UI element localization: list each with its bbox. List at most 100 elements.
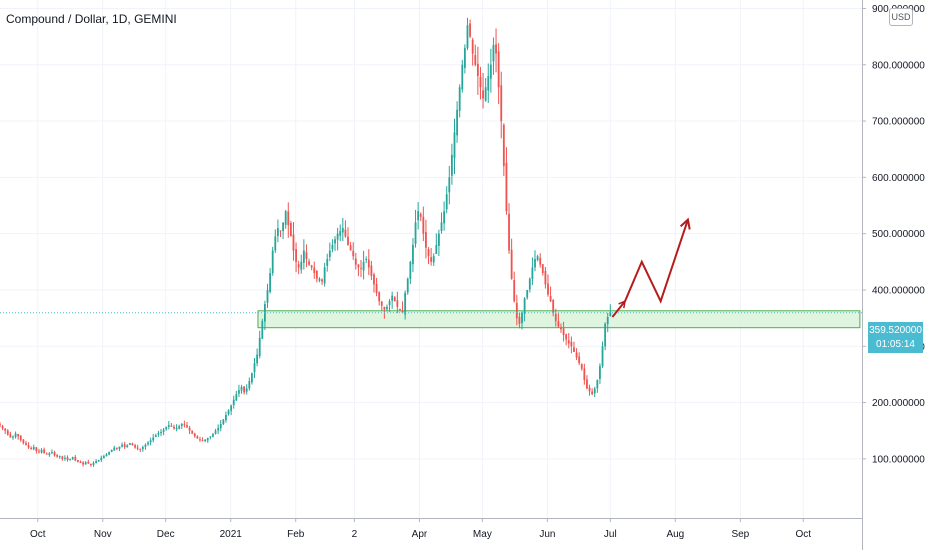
candle (206, 437, 209, 443)
candle-body (100, 457, 103, 460)
candle-body (51, 452, 53, 454)
candle-body (32, 447, 35, 450)
candle (43, 447, 46, 454)
last-price-tag: 359.520000 01:05:14 (868, 322, 923, 353)
candle (266, 283, 269, 308)
candle-body (573, 347, 575, 352)
candle (240, 384, 243, 394)
candle-body (274, 236, 277, 251)
candle-body (349, 245, 352, 251)
candle (144, 443, 147, 450)
projection-arrow-head (679, 217, 691, 230)
candle-body (438, 233, 440, 246)
candle-body (289, 223, 292, 237)
candle-body (334, 239, 336, 244)
candle (235, 390, 238, 401)
candle-body (251, 373, 253, 383)
candle-body (412, 244, 414, 265)
candle (445, 186, 448, 214)
candle (547, 274, 549, 297)
price-axis[interactable]: 100.000000200.000000300.000000400.000000… (862, 0, 925, 550)
candle-body (383, 306, 386, 310)
candle (419, 212, 422, 222)
candle (328, 242, 331, 262)
candle (258, 330, 261, 359)
candle (357, 264, 360, 277)
candle-body (183, 424, 186, 426)
candle (567, 332, 570, 349)
candle-body (331, 244, 334, 250)
candle (269, 268, 272, 294)
candle-body (121, 444, 123, 447)
candle (84, 461, 87, 465)
last-price-value: 359.520000 (869, 325, 922, 336)
candle-body (282, 222, 284, 232)
candle (565, 333, 568, 346)
candle (1, 424, 4, 431)
candle-body (38, 451, 40, 453)
candle (549, 286, 552, 303)
candle-body (370, 265, 373, 276)
candle-body (82, 462, 85, 465)
candle-body (212, 434, 214, 437)
candle-body (97, 460, 100, 462)
candle-body (445, 194, 448, 210)
candle (118, 446, 121, 452)
candle-body (570, 341, 573, 347)
candle (6, 429, 9, 436)
candle (412, 238, 414, 273)
candle (282, 222, 284, 240)
currency-button[interactable]: USD (889, 8, 913, 26)
candle-body (318, 278, 321, 281)
candle (134, 443, 136, 449)
candle-body (315, 270, 318, 279)
candle-body (261, 320, 264, 339)
candle-body (601, 346, 604, 367)
candle-body (305, 252, 308, 259)
candle (414, 209, 417, 248)
candle-body (40, 449, 43, 453)
candle-body (575, 352, 578, 358)
candle (162, 427, 165, 436)
candle (167, 421, 170, 430)
candle-body (453, 132, 456, 159)
time-axis[interactable]: Oct Nov Dec 2021 Feb 2 Apr May Jun Jul Aug Sep Oct (0, 518, 862, 540)
candle (12, 435, 14, 440)
candle (404, 290, 407, 320)
candle-body (440, 222, 443, 231)
candle-body (154, 435, 157, 437)
candle-body (157, 432, 160, 435)
candle (526, 289, 529, 300)
candle (217, 424, 220, 435)
time-tick-label: May (473, 529, 492, 540)
candle (422, 206, 425, 242)
candle (508, 203, 510, 254)
candle-body (471, 39, 474, 54)
candle-body (391, 295, 394, 301)
candle-body (583, 368, 586, 381)
candle (409, 260, 412, 285)
candle-body (463, 47, 466, 68)
candle (557, 313, 560, 328)
candle (399, 308, 401, 312)
candle (212, 432, 214, 438)
candle (336, 227, 339, 251)
candle (474, 44, 477, 67)
candle-body (206, 438, 209, 441)
candle-body (58, 456, 61, 458)
candle-body (549, 296, 552, 302)
candle-body (188, 427, 191, 431)
candle (432, 253, 435, 266)
candle (128, 442, 131, 446)
candle-body (339, 230, 342, 236)
price-tick-label: 800.000000 (872, 60, 925, 71)
candle (152, 434, 155, 443)
candle (482, 72, 484, 109)
time-tick-label: Jun (539, 529, 555, 540)
time-tick-label: 2021 (220, 529, 243, 540)
candle (105, 453, 108, 457)
candle-body (253, 363, 256, 373)
candle (201, 437, 204, 442)
candle (193, 432, 196, 438)
candle-body (276, 228, 279, 236)
